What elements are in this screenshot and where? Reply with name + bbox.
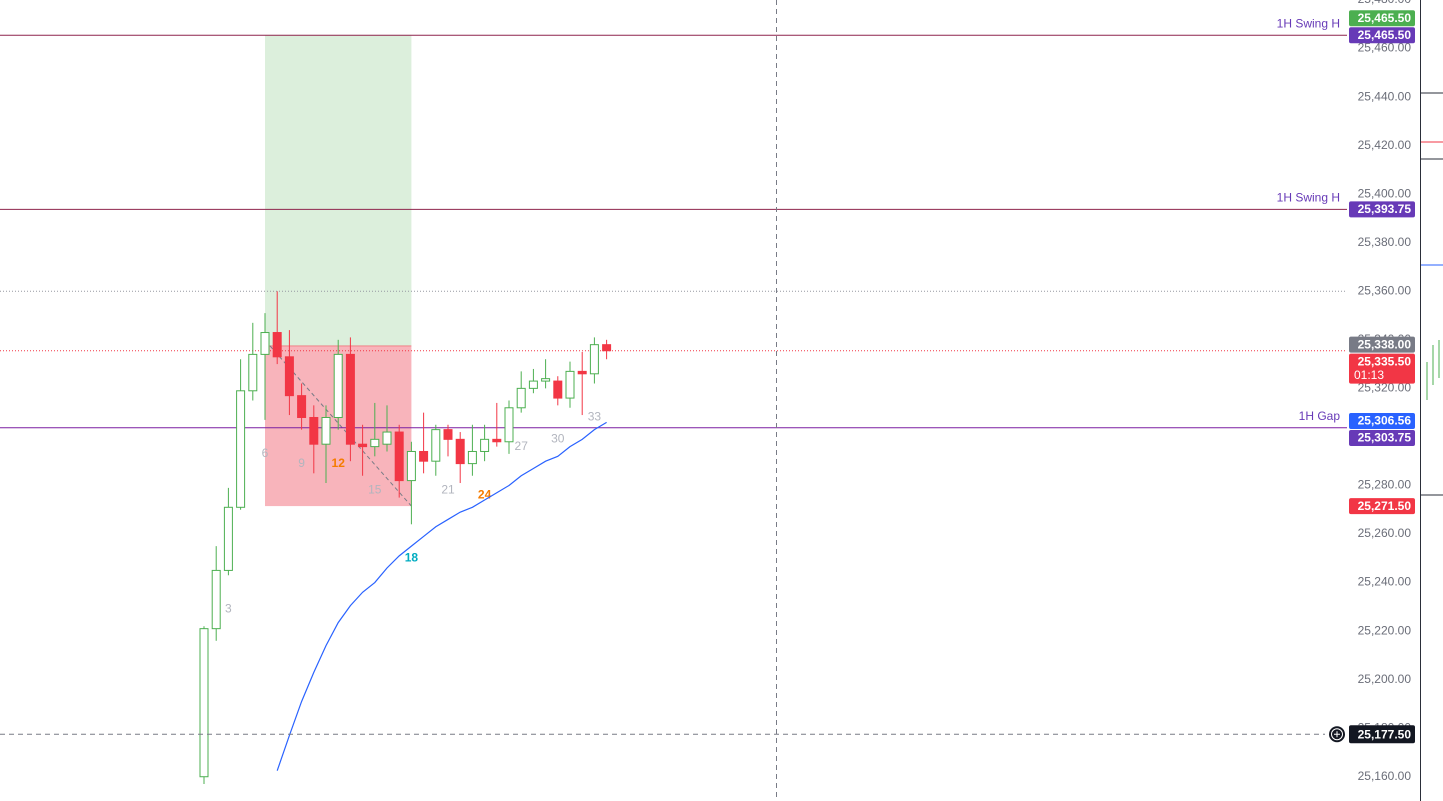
price-label-bg[interactable] [1349, 27, 1415, 44]
candle-body [504, 407, 514, 443]
candle-body [455, 438, 465, 465]
candle-body [480, 438, 490, 452]
y-tick-label: 25,280.00 [1358, 478, 1412, 492]
candle-body [236, 390, 246, 508]
candle-body [199, 628, 209, 778]
candle-body [223, 506, 233, 571]
price-axis[interactable] [1347, 0, 1420, 801]
y-tick-label: 25,260.00 [1358, 526, 1412, 540]
position-target-zone[interactable] [265, 35, 412, 346]
candle-body [345, 353, 355, 445]
candle-body [541, 378, 551, 382]
y-tick-label: 25,360.00 [1358, 283, 1412, 297]
price-label-bg[interactable] [1349, 412, 1415, 429]
crosshair-label-bg [1349, 725, 1415, 744]
candle-body [370, 438, 380, 448]
add-alert-plus [1334, 731, 1340, 738]
candle-body [248, 353, 258, 392]
y-tick-label: 25,480.00 [1358, 0, 1412, 6]
candle-body [211, 569, 221, 630]
y-tick-label: 25,220.00 [1358, 623, 1412, 637]
price-label: 25,338.00 [1358, 337, 1412, 351]
side-panel [1420, 0, 1443, 801]
price-label: 25,465.50 [1358, 11, 1412, 25]
y-tick-label: 25,420.00 [1358, 138, 1412, 152]
countdown-label: 01:13 [1354, 368, 1384, 382]
bar-count-label: 30 [551, 432, 565, 446]
y-tick-label: 25,460.00 [1358, 41, 1412, 55]
bar-count-label: 15 [368, 482, 382, 496]
level-label: 1H Swing H [1277, 16, 1340, 30]
bar-count-label: 27 [515, 439, 529, 453]
price-label-bg[interactable] [1349, 429, 1415, 446]
candle-body [602, 344, 612, 352]
bar-count-label: 6 [262, 446, 269, 460]
bar-count-label: 12 [332, 456, 346, 470]
y-tick-label: 25,240.00 [1358, 575, 1412, 589]
y-tick-label: 25,400.00 [1358, 186, 1412, 200]
bar-count-label: 3 [225, 601, 232, 615]
candle-body [358, 443, 368, 448]
candle-body [553, 380, 563, 399]
price-label: 25,335.50 [1358, 354, 1412, 368]
level-label: 1H Swing H [1277, 191, 1340, 205]
candle-body [431, 429, 441, 462]
candle-body [565, 370, 575, 399]
price-axis-labels: 25,160.0025,180.0025,200.0025,220.0025,2… [1347, 0, 1415, 783]
candle-body [492, 438, 502, 443]
price-label-bg[interactable] [1349, 336, 1415, 353]
candle-body [589, 344, 599, 375]
price-label: 25,465.50 [1358, 28, 1412, 42]
bar-count-label: 9 [298, 456, 305, 470]
price-label: 25,393.75 [1358, 202, 1412, 216]
price-label-bg[interactable] [1349, 201, 1415, 218]
candle-body [406, 450, 416, 482]
moving-average [276, 421, 607, 771]
level-label: 1H Gap [1299, 409, 1341, 423]
price-label-bg[interactable] [1349, 498, 1415, 515]
bar-count-label: 18 [405, 550, 419, 564]
price-label: 25,303.75 [1358, 431, 1412, 445]
candle-body [297, 395, 307, 418]
crosshair-label: 25,177.50 [1358, 727, 1412, 741]
price-label-bg[interactable] [1349, 353, 1415, 384]
y-tick-label: 25,320.00 [1358, 381, 1412, 395]
candle-body [284, 356, 294, 397]
candle-body [260, 332, 270, 355]
candle-body [321, 416, 331, 445]
candle-body [382, 431, 392, 445]
price-label: 25,271.50 [1358, 499, 1412, 513]
candle-body [516, 387, 526, 409]
candle-body [528, 380, 538, 389]
candle-body [467, 450, 477, 465]
add-alert-ring [1331, 728, 1343, 741]
price-label-bg[interactable] [1349, 10, 1415, 27]
y-tick-label: 25,200.00 [1358, 672, 1412, 686]
candle-body [577, 370, 587, 375]
candle-body [272, 332, 282, 358]
candle-body [394, 431, 404, 482]
y-tick-label: 25,440.00 [1358, 89, 1412, 103]
candle-body [309, 416, 319, 445]
candle-body [443, 429, 453, 440]
y-tick-label: 25,160.00 [1358, 769, 1412, 783]
bar-count-label: 21 [441, 482, 455, 496]
bar-count-label: 33 [588, 410, 602, 424]
candle-body [419, 450, 429, 462]
price-label: 25,306.56 [1358, 414, 1412, 428]
y-tick-label: 25,380.00 [1358, 235, 1412, 249]
candle-body [333, 353, 343, 418]
